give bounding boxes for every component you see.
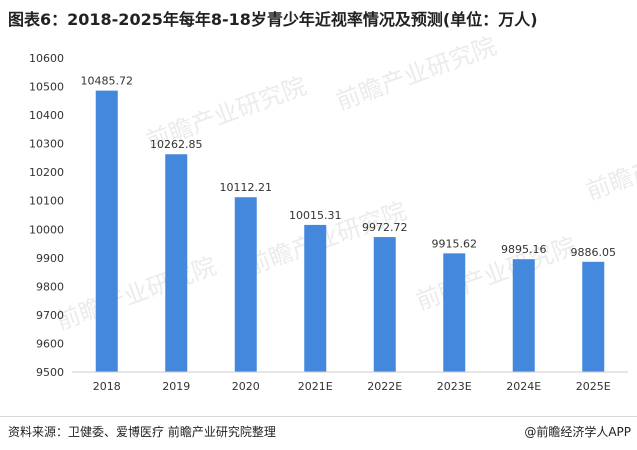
- bar-2022E: [373, 237, 396, 372]
- credit-note: @前瞻经济学人APP: [524, 425, 631, 439]
- chart-title: 图表6：2018-2025年每年8-18岁青少年近视率情况及预测(单位：万人): [8, 10, 538, 29]
- data-label-2023E: 9915.62: [432, 237, 478, 250]
- y-tick-label: 10200: [29, 166, 64, 179]
- x-tick-label-2024E: 2024E: [506, 380, 541, 393]
- y-tick-label: 9800: [36, 280, 64, 293]
- bar-2021E: [304, 224, 327, 372]
- bars: [95, 90, 605, 373]
- x-tick-label-2022E: 2022E: [367, 380, 402, 393]
- data-label-2021E: 10015.31: [289, 209, 342, 222]
- y-tick-label: 10500: [29, 81, 64, 94]
- footer: 资料来源：卫健委、爱博医疗 前瞻产业研究院整理 @前瞻经济学人APP: [0, 416, 637, 450]
- data-label-2018: 10485.72: [81, 75, 134, 88]
- y-tick-label: 10100: [29, 195, 64, 208]
- bar-2018: [95, 90, 118, 373]
- watermark-text: 前瞻产业研究院: [332, 32, 499, 116]
- data-label-2020: 10112.21: [220, 181, 273, 194]
- data-label-2025E: 9886.05: [571, 246, 617, 259]
- y-tick-label: 9900: [36, 252, 64, 265]
- y-tick-label: 9600: [36, 337, 64, 350]
- x-tick-label-2018: 2018: [93, 380, 121, 393]
- watermark-text: 前瞻产业研究院: [52, 252, 219, 336]
- y-tick-label: 10600: [29, 52, 64, 65]
- y-tick-label: 10400: [29, 109, 64, 122]
- watermark-layer: 前瞻产业研究院前瞻产业研究院前瞻产业研究院前瞻产业研究院前瞻产业研究院前瞻产业研…: [52, 32, 637, 336]
- x-tick-label-2025E: 2025E: [576, 380, 611, 393]
- bar-2023E: [443, 253, 466, 372]
- bar-2019: [165, 154, 188, 372]
- source-note: 资料来源：卫健委、爱博医疗 前瞻产业研究院整理: [8, 425, 276, 439]
- data-label-2019: 10262.85: [150, 138, 203, 151]
- data-labels: 10485.72 10262.85 10112.21 10015.31 9972.72 9…: [81, 75, 617, 259]
- y-axis: 9500 9600 9700 9800 9900 10000 10100 10200 10300…: [29, 52, 64, 379]
- data-label-2022E: 9972.72: [362, 221, 408, 234]
- data-label-2024E: 9895.16: [501, 243, 547, 256]
- bar-chart: 前瞻产业研究院前瞻产业研究院前瞻产业研究院前瞻产业研究院前瞻产业研究院前瞻产业研…: [29, 32, 637, 393]
- x-tick-label-2020: 2020: [232, 380, 260, 393]
- y-tick-label: 9500: [36, 366, 64, 379]
- x-tick-label-2019: 2019: [162, 380, 190, 393]
- bar-2024E: [512, 259, 535, 372]
- x-tick-label-2021E: 2021E: [298, 380, 333, 393]
- bar-2025E: [582, 261, 605, 372]
- y-tick-label: 10000: [29, 223, 64, 236]
- y-tick-label: 9700: [36, 309, 64, 322]
- y-tick-label: 10300: [29, 138, 64, 151]
- x-axis: 2018 2019 2020 2021E 2022E 2023E 2024E 2025E: [72, 371, 628, 393]
- watermark-text: 前瞻产业研究院: [582, 122, 637, 206]
- bar-2020: [234, 197, 257, 372]
- x-tick-label-2023E: 2023E: [437, 380, 472, 393]
